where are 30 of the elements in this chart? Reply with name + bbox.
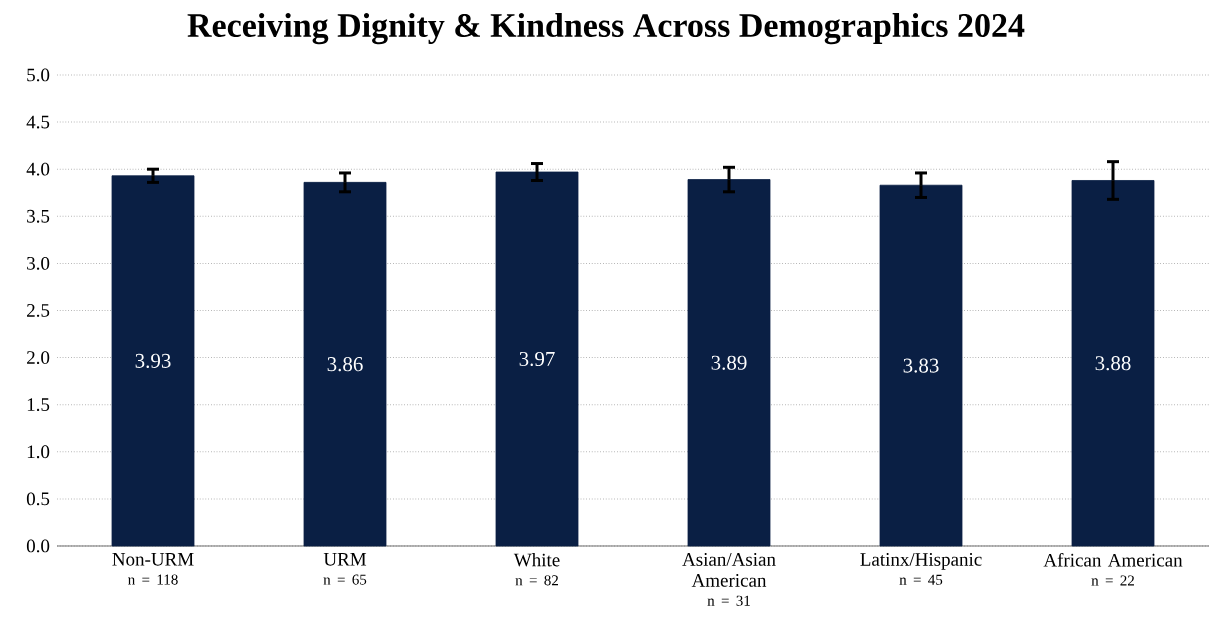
y-tick-label: 2.0 bbox=[27, 351, 50, 365]
text: n = 45 bbox=[899, 574, 943, 585]
data-label: 3.97 bbox=[519, 351, 555, 367]
x-tick-label: Non-URM bbox=[112, 553, 194, 566]
text: n = 65 bbox=[323, 574, 367, 585]
y-tick-label: 3.5 bbox=[27, 209, 50, 223]
y-tick-label: 5.0 bbox=[27, 68, 50, 82]
text: n = 118 bbox=[128, 574, 178, 585]
y-tick-label: 0.5 bbox=[26, 492, 50, 506]
text: n = 31 bbox=[707, 595, 750, 606]
data-label: 3.89 bbox=[711, 355, 747, 370]
data-label: 3.88 bbox=[1095, 356, 1131, 371]
x-tick-label: White bbox=[513, 553, 560, 567]
chart-title: Receiving Dignity & Kindness Across Demographics 2024 bbox=[187, 13, 1025, 45]
y-tick-label: 4.0 bbox=[26, 162, 50, 176]
y-tick-label: 3.0 bbox=[27, 256, 50, 270]
x-tick-label: African American bbox=[1043, 553, 1183, 567]
data-label: 3.83 bbox=[903, 358, 939, 373]
y-tick-label: 1.0 bbox=[27, 445, 50, 459]
x-tick-label: URM bbox=[323, 553, 367, 566]
y-tick-label: 0.0 bbox=[26, 539, 50, 553]
x-tick-label: Latinx/Hispanic bbox=[860, 553, 982, 570]
y-tick-label: 4.5 bbox=[26, 115, 50, 129]
y-tick-label: 1.5 bbox=[27, 398, 50, 412]
data-label: 3.93 bbox=[135, 353, 171, 368]
y-tick-label: 2.5 bbox=[27, 304, 50, 317]
data-label: 3.86 bbox=[327, 357, 363, 372]
x-tick-label: Asian/Asian American bbox=[682, 553, 776, 587]
text: n = 82 bbox=[515, 575, 558, 586]
text: n = 22 bbox=[1091, 575, 1134, 586]
